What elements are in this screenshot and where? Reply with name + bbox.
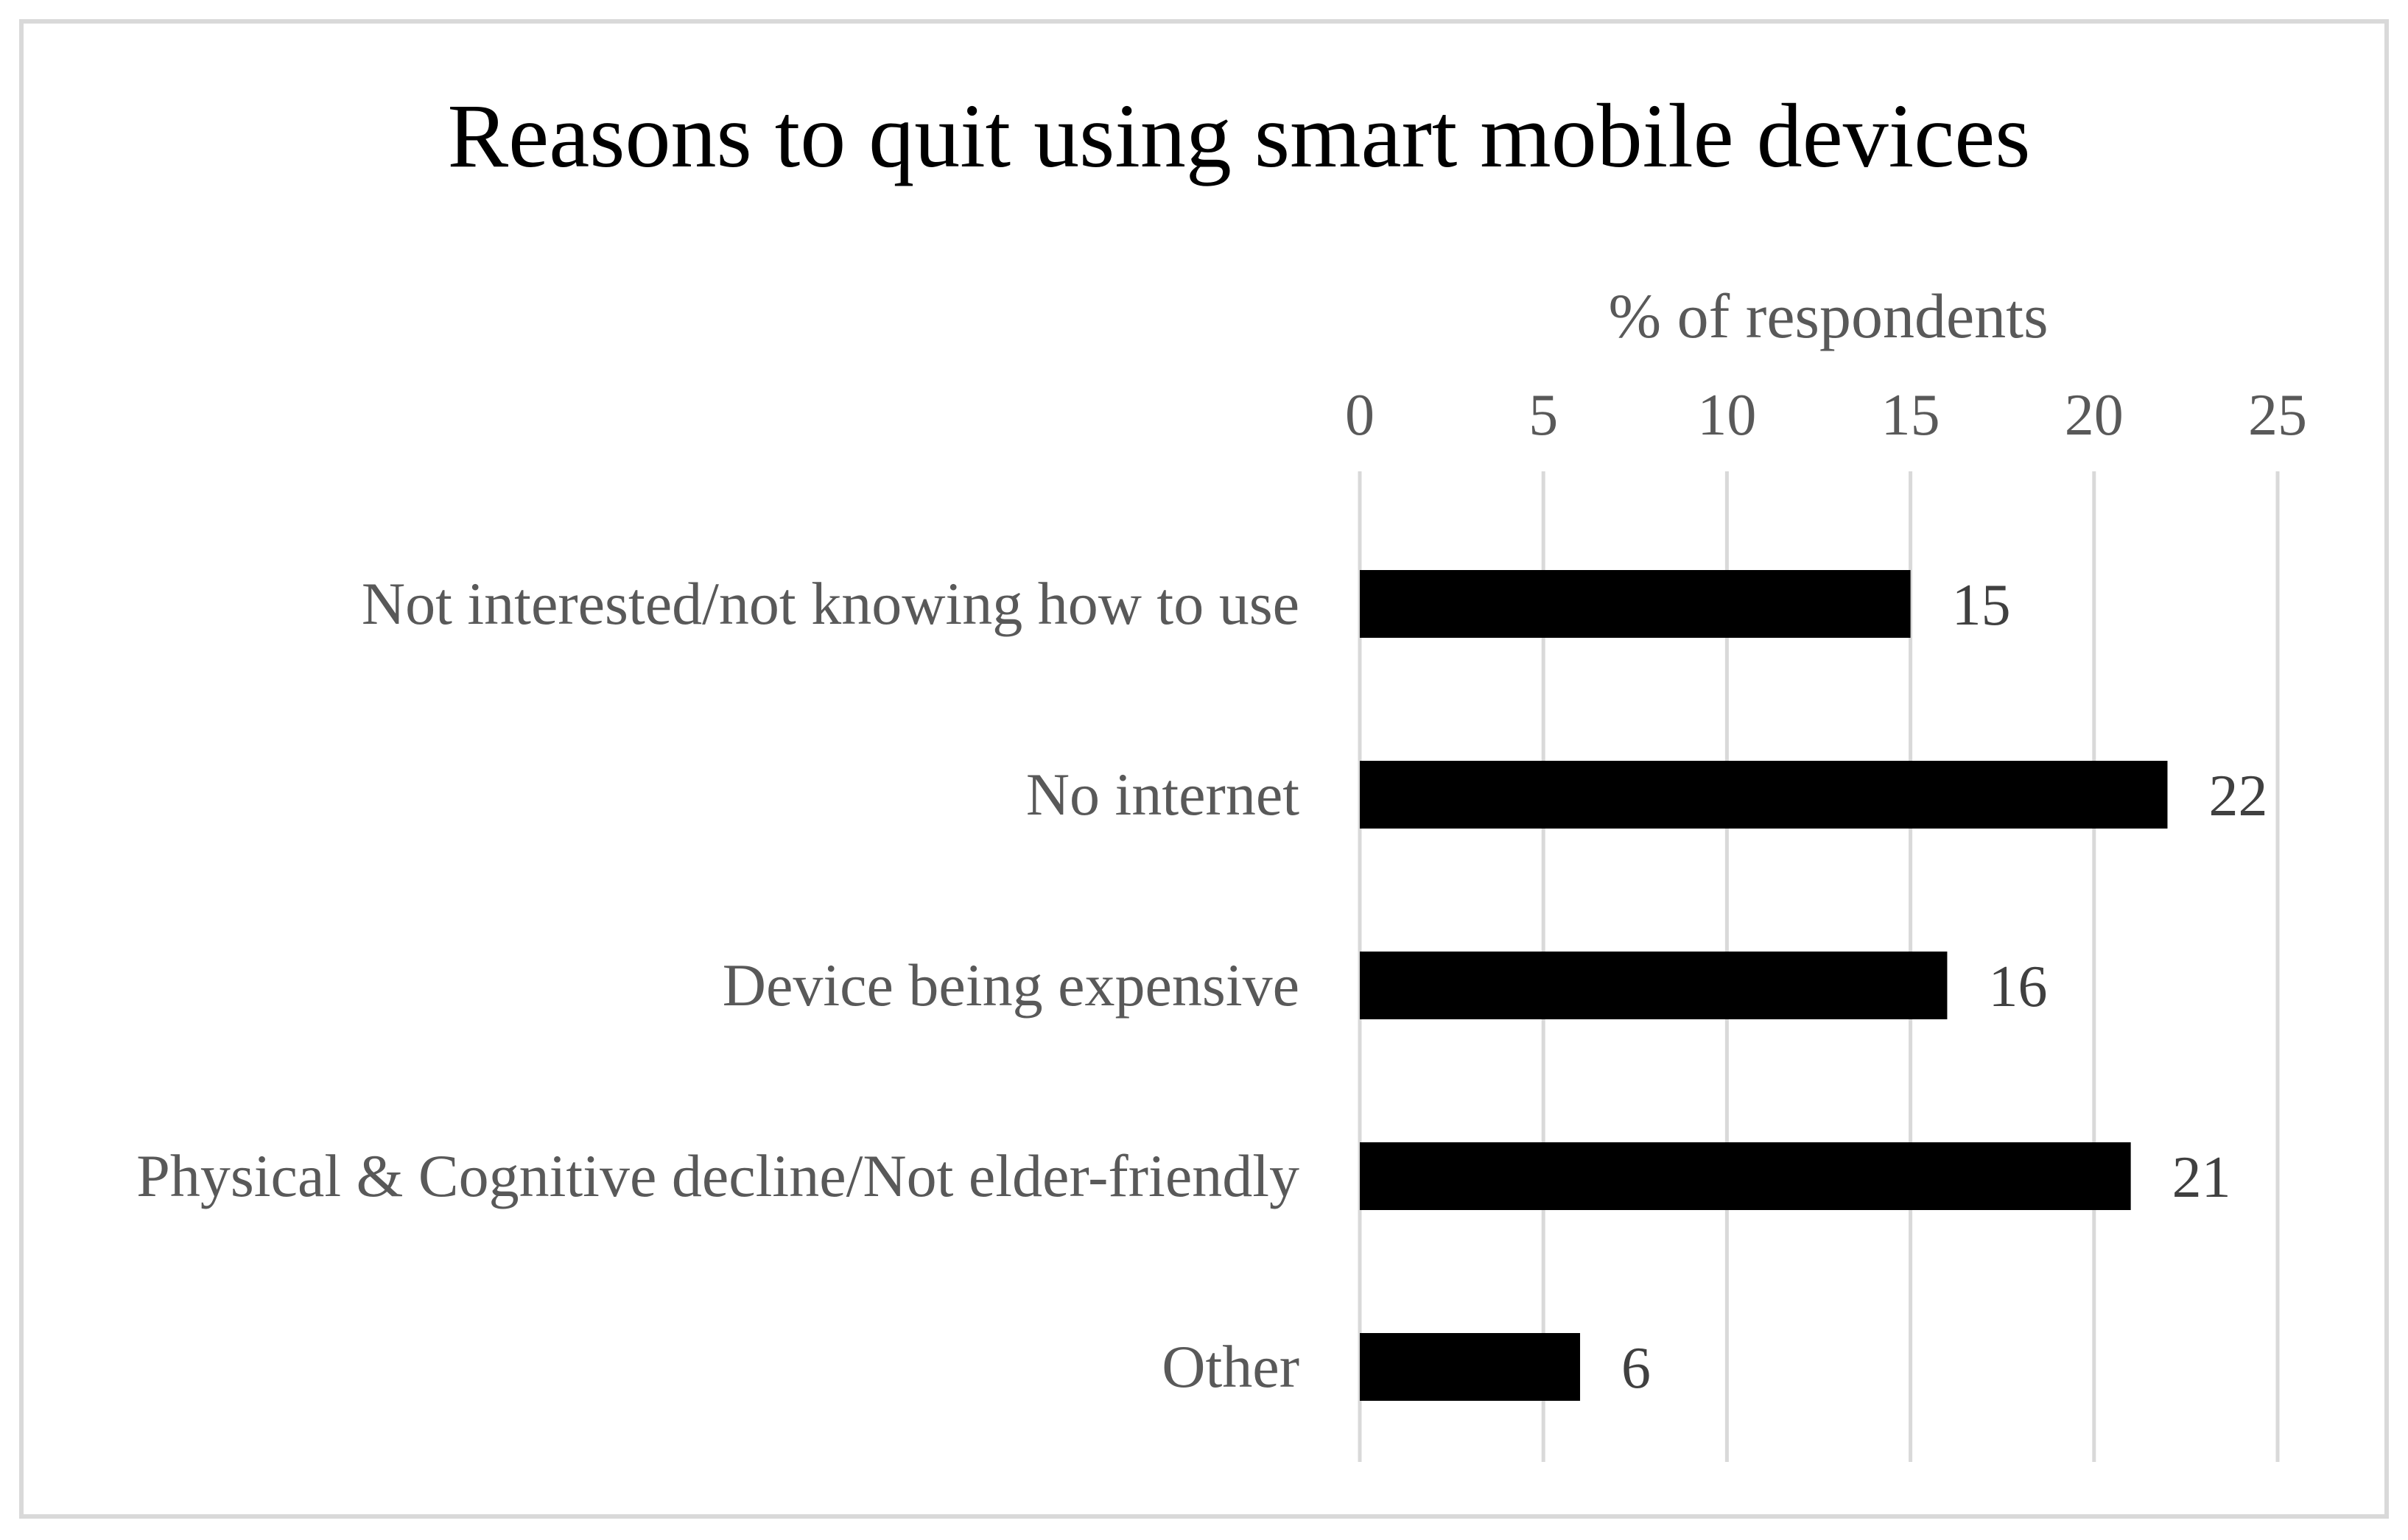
bar-1 xyxy=(1360,761,2168,829)
x-tick-label-15: 15 xyxy=(1881,383,1940,448)
bar-0 xyxy=(1360,570,1911,638)
x-axis-ticks: 0 5 10 15 20 25 xyxy=(1345,383,2307,448)
x-tick-label-25: 25 xyxy=(2248,383,2307,448)
data-label-3: 21 xyxy=(2172,1145,2231,1210)
bar-2 xyxy=(1360,952,1948,1019)
category-label-3: Physical & Cognitive decline/Not elder-f… xyxy=(136,1142,1299,1209)
category-label-1: No internet xyxy=(1026,761,1299,828)
chart-title: Reasons to quit using smart mobile devic… xyxy=(447,85,2030,186)
data-label-0: 15 xyxy=(1952,573,2011,638)
category-labels: Not interested/not knowing how to use No … xyxy=(136,570,1299,1400)
data-label-4: 6 xyxy=(1621,1336,1651,1401)
data-label-2: 16 xyxy=(1988,954,2047,1019)
bars xyxy=(1360,570,2168,1401)
x-tick-label-20: 20 xyxy=(2065,383,2124,448)
x-tick-label-10: 10 xyxy=(1697,383,1756,448)
category-label-0: Not interested/not knowing how to use xyxy=(362,570,1299,637)
category-label-4: Other xyxy=(1162,1333,1299,1400)
data-label-1: 22 xyxy=(2208,764,2267,829)
data-labels: 15 22 16 21 6 xyxy=(1621,573,2267,1401)
x-axis-title: % of respondents xyxy=(1608,281,2048,351)
bar-3 xyxy=(1360,1142,2131,1210)
x-tick-label-5: 5 xyxy=(1528,383,1558,448)
x-tick-label-0: 0 xyxy=(1345,383,1375,448)
bar-4 xyxy=(1360,1333,1581,1401)
category-label-2: Device being expensive xyxy=(723,952,1299,1019)
